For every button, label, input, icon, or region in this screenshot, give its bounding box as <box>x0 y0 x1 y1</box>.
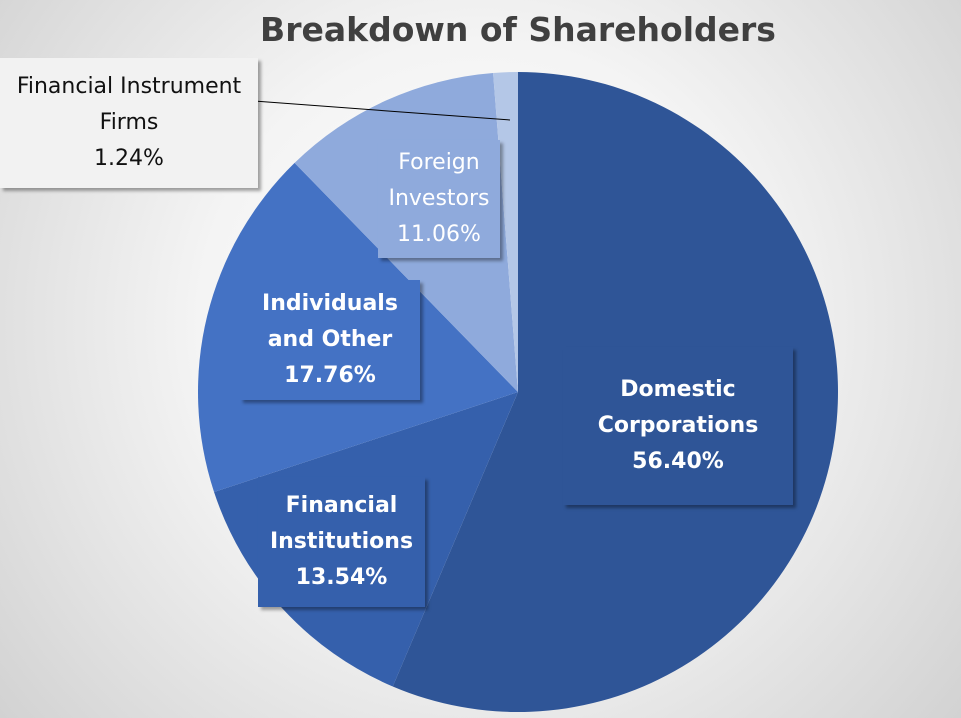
label-category: Financial Instrument Firms <box>16 74 242 135</box>
chart-title: Breakdown of Shareholders <box>260 10 776 49</box>
label-value: 1.24% <box>94 146 164 171</box>
data-label: Foreign Investors 11.06% <box>378 140 500 258</box>
label-category: Financial Institutions <box>269 493 414 554</box>
label-category: Individuals and Other <box>262 291 398 352</box>
data-label: Domestic Corporations 56.40% <box>563 347 793 505</box>
label-value: 56.40% <box>632 449 724 474</box>
label-category: Domestic Corporations <box>597 377 759 438</box>
label-value: 17.76% <box>284 363 376 388</box>
data-label: Financial Institutions 13.54% <box>258 477 425 607</box>
data-label: Individuals and Other 17.76% <box>240 280 420 400</box>
data-label: Financial Instrument Firms 1.24% <box>0 58 258 188</box>
leader-line <box>212 97 511 121</box>
label-category: Foreign Investors <box>388 150 490 211</box>
label-value: 13.54% <box>295 565 388 590</box>
label-value: 11.06% <box>397 222 481 247</box>
